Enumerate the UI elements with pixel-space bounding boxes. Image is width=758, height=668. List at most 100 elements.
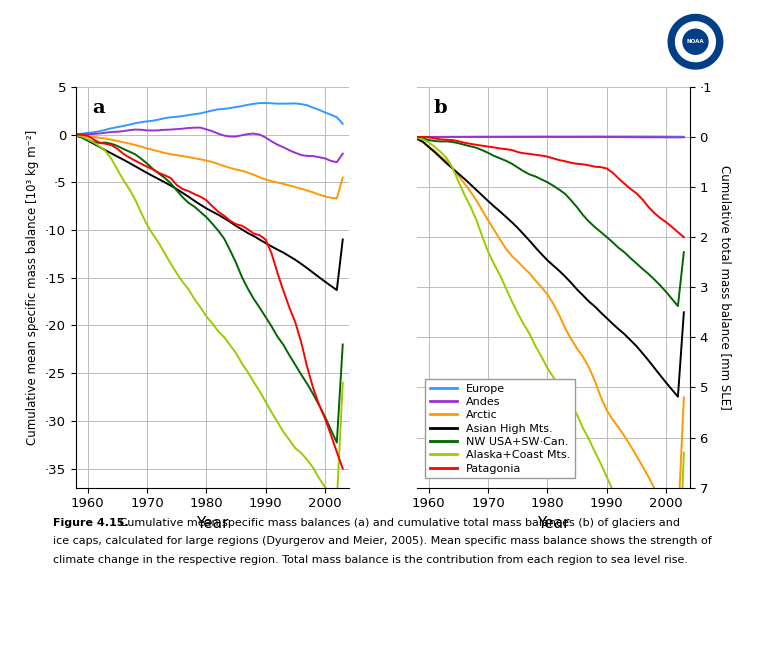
- Europe: [196, 110, 205, 118]
- Europe: [71, 130, 80, 138]
- Asian High Mts.: [208, 208, 217, 216]
- NW USA+SW·Can.: [225, 246, 234, 254]
- Europe: [302, 102, 312, 110]
- Asian High Mts.: [243, 229, 252, 237]
- Asian High Mts.: [261, 239, 270, 247]
- Andes: [291, 149, 300, 157]
- Alaska+Coast Mts.: [143, 220, 152, 228]
- Andes: [77, 130, 86, 138]
- Asian High Mts.: [273, 246, 282, 254]
- Andes: [166, 126, 175, 134]
- Polygon shape: [669, 15, 722, 69]
- Andes: [231, 132, 240, 140]
- Patagonia: [196, 192, 205, 200]
- Europe: [202, 108, 211, 116]
- Line: Asian High Mts.: Asian High Mts.: [76, 136, 343, 290]
- Text: NOAA: NOAA: [687, 39, 704, 44]
- Europe: [321, 108, 330, 116]
- Alaska+Coast Mts.: [302, 456, 312, 464]
- Europe: [327, 111, 336, 119]
- Europe: [77, 130, 86, 138]
- Europe: [208, 106, 217, 114]
- Patagonia: [149, 166, 158, 174]
- Patagonia: [237, 222, 246, 230]
- Europe: [237, 102, 246, 110]
- Asian High Mts.: [291, 256, 300, 264]
- Arctic: [77, 132, 86, 140]
- Andes: [285, 146, 294, 154]
- Europe: [119, 122, 128, 130]
- Europe: [184, 111, 193, 119]
- Europe: [309, 104, 318, 112]
- Alaska+Coast Mts.: [225, 341, 234, 349]
- Alaska+Coast Mts.: [166, 260, 175, 268]
- NW USA+SW·Can.: [130, 150, 139, 158]
- Arctic: [321, 192, 330, 200]
- Alaska+Coast Mts.: [95, 142, 104, 150]
- Text: Figure 4.15.: Figure 4.15.: [53, 518, 129, 528]
- Europe: [231, 103, 240, 111]
- Europe: [291, 100, 300, 108]
- Arctic: [261, 176, 270, 184]
- NW USA+SW·Can.: [261, 313, 270, 321]
- Asian High Mts.: [124, 159, 133, 167]
- Asian High Mts.: [220, 214, 229, 222]
- Andes: [172, 125, 181, 133]
- Text: b: b: [434, 99, 447, 117]
- Andes: [143, 126, 152, 134]
- Europe: [332, 114, 341, 122]
- Europe: [267, 100, 276, 108]
- Asian High Mts.: [178, 189, 187, 197]
- NW USA+SW·Can.: [321, 413, 330, 421]
- Alaska+Coast Mts.: [155, 239, 164, 247]
- Alaska+Coast Mts.: [196, 303, 205, 311]
- Europe: [136, 118, 146, 126]
- Arctic: [338, 174, 347, 182]
- Asian High Mts.: [143, 169, 152, 177]
- Andes: [208, 127, 217, 135]
- Patagonia: [83, 132, 92, 140]
- Arctic: [279, 180, 288, 188]
- Europe: [296, 100, 305, 108]
- NW USA+SW·Can.: [107, 140, 116, 148]
- Arctic: [190, 154, 199, 162]
- Andes: [321, 154, 330, 162]
- Andes: [184, 124, 193, 132]
- NW USA+SW·Can.: [83, 136, 92, 144]
- Arctic: [243, 168, 252, 176]
- Arctic: [184, 153, 193, 161]
- Patagonia: [208, 202, 217, 210]
- NW USA+SW·Can.: [285, 351, 294, 359]
- Arctic: [327, 194, 336, 202]
- Asian High Mts.: [255, 236, 265, 244]
- NW USA+SW·Can.: [327, 426, 336, 434]
- NW USA+SW·Can.: [202, 213, 211, 221]
- Patagonia: [71, 130, 80, 138]
- Patagonia: [172, 181, 181, 189]
- Patagonia: [267, 249, 276, 257]
- Alaska+Coast Mts.: [243, 368, 252, 376]
- Asian High Mts.: [315, 273, 324, 281]
- Arctic: [309, 188, 318, 196]
- NW USA+SW·Can.: [249, 295, 258, 303]
- Asian High Mts.: [71, 132, 80, 140]
- Andes: [190, 124, 199, 132]
- Arctic: [273, 178, 282, 186]
- Europe: [214, 106, 223, 114]
- Europe: [273, 100, 282, 108]
- Alaska+Coast Mts.: [214, 327, 223, 335]
- NW USA+SW·Can.: [160, 174, 169, 182]
- Asian High Mts.: [107, 150, 116, 158]
- Alaska+Coast Mts.: [327, 491, 336, 499]
- Patagonia: [184, 187, 193, 195]
- Text: Figure 4.15.: Figure 4.15.: [0, 667, 1, 668]
- Asian High Mts.: [155, 175, 164, 183]
- Andes: [101, 129, 110, 137]
- Alaska+Coast Mts.: [190, 295, 199, 303]
- Line: Europe: Europe: [76, 103, 343, 134]
- Patagonia: [261, 236, 270, 244]
- Patagonia: [220, 212, 229, 220]
- Patagonia: [101, 140, 110, 148]
- Line: Andes: Andes: [76, 128, 343, 162]
- Text: Cumulative mean specific mass balances (a) and cumulative total mass balances (b: Cumulative mean specific mass balances (…: [116, 518, 680, 528]
